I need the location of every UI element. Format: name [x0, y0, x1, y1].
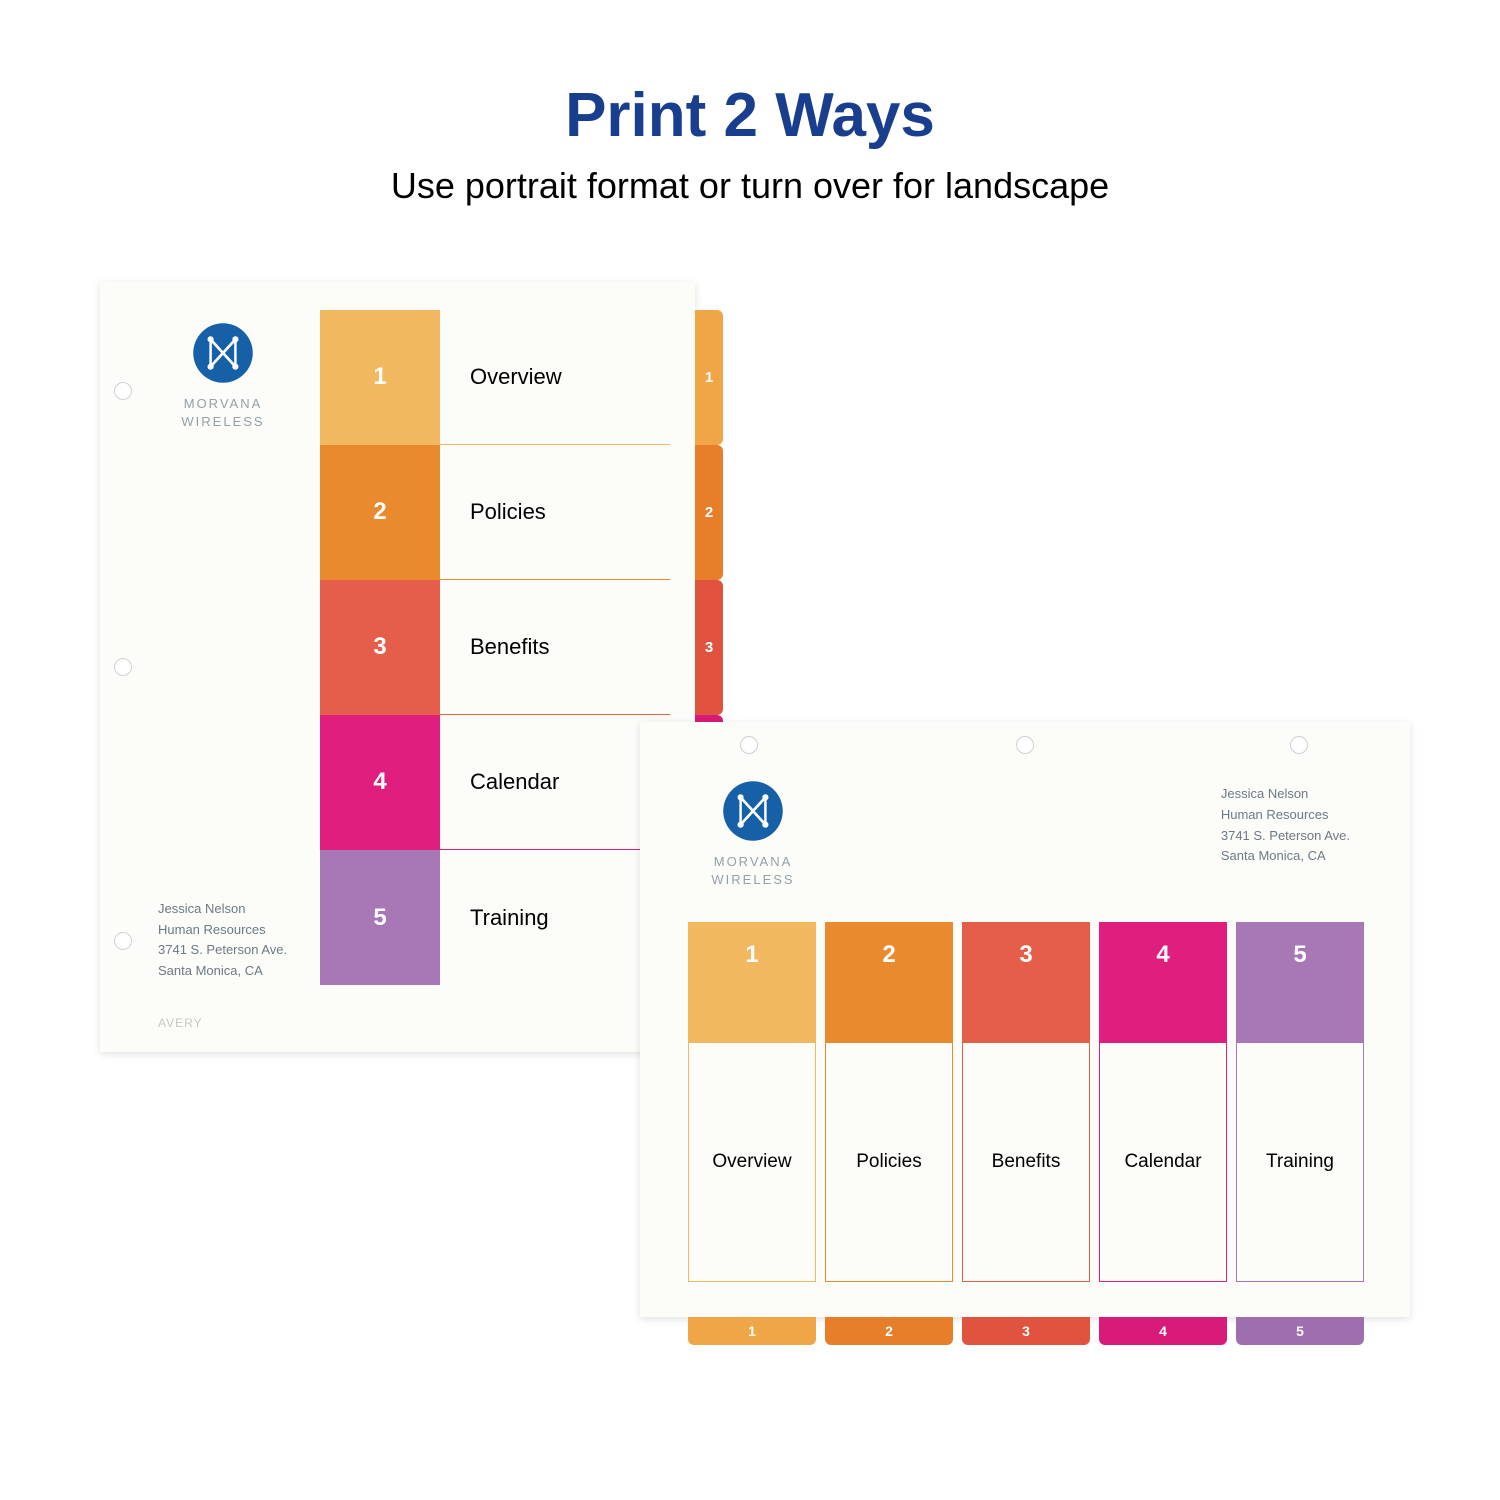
landscape-columns: 1 Overview 2 Policies 3 Benefits 4 Calen…: [688, 922, 1364, 1282]
tab-label: Benefits: [440, 580, 670, 714]
tab-number: 4: [1100, 923, 1226, 1043]
divider-tab: 4: [1099, 1317, 1227, 1345]
company-logo-block: MORVANA WIRELESS: [158, 322, 288, 430]
portrait-rows: 1 Overview 2 Policies 3 Benefits 4 Calen…: [320, 310, 670, 985]
page-title: Print 2 Ways: [80, 80, 1420, 151]
company-logo-icon: [192, 322, 254, 384]
tab-label: Training: [1237, 1043, 1363, 1281]
tab-label: Calendar: [440, 715, 670, 849]
page-subtitle: Use portrait format or turn over for lan…: [80, 165, 1420, 207]
table-row: 2 Policies: [320, 445, 670, 580]
tab-label: Overview: [689, 1043, 815, 1281]
table-column: 2 Policies: [825, 922, 953, 1282]
divider-tab: 1: [695, 310, 723, 445]
divider-tab: 2: [825, 1317, 953, 1345]
tab-label: Benefits: [963, 1043, 1089, 1281]
tab-number: 3: [320, 580, 440, 714]
punch-hole: [114, 382, 132, 400]
tab-label: Calendar: [1100, 1043, 1226, 1281]
punch-hole: [1016, 736, 1034, 754]
punch-hole: [114, 932, 132, 950]
table-row: 3 Benefits: [320, 580, 670, 715]
tab-number: 4: [320, 715, 440, 849]
header: Print 2 Ways Use portrait format or turn…: [80, 80, 1420, 207]
tab-number: 5: [1237, 923, 1363, 1043]
punch-hole: [1290, 736, 1308, 754]
divider-tab: 1: [688, 1317, 816, 1345]
tab-label: Policies: [440, 445, 670, 579]
company-logo-block: MORVANA WIRELESS: [688, 780, 818, 888]
punch-hole: [114, 658, 132, 676]
table-column: 3 Benefits: [962, 922, 1090, 1282]
table-column: 5 Training: [1236, 922, 1364, 1282]
table-row: 4 Calendar: [320, 715, 670, 850]
landscape-page: MORVANA WIRELESS Jessica Nelson Human Re…: [640, 722, 1410, 1317]
tab-number: 1: [320, 310, 440, 444]
brand-mark: AVERY: [158, 1016, 203, 1030]
portrait-page: MORVANA WIRELESS 1 Overview 2 Policies 3…: [100, 282, 695, 1052]
company-logo-icon: [722, 780, 784, 842]
tab-number: 5: [320, 850, 440, 985]
pages-container: MORVANA WIRELESS 1 Overview 2 Policies 3…: [80, 267, 1420, 1317]
table-row: 1 Overview: [320, 310, 670, 445]
tab-number: 2: [320, 445, 440, 579]
table-column: 1 Overview: [688, 922, 816, 1282]
tab-number: 1: [689, 923, 815, 1043]
divider-tab: 2: [695, 445, 723, 580]
divider-tab: 3: [695, 580, 723, 715]
tab-number: 3: [963, 923, 1089, 1043]
punch-hole: [740, 736, 758, 754]
landscape-bottom-tabs: 12345: [688, 1317, 1364, 1345]
table-column: 4 Calendar: [1099, 922, 1227, 1282]
table-row: 5 Training: [320, 850, 670, 985]
company-name: MORVANA WIRELESS: [688, 853, 818, 888]
divider-tab: 3: [962, 1317, 1090, 1345]
contact-block: Jessica Nelson Human Resources 3741 S. P…: [1221, 784, 1350, 867]
contact-block: Jessica Nelson Human Resources 3741 S. P…: [158, 899, 287, 982]
divider-tab: 5: [1236, 1317, 1364, 1345]
tab-number: 2: [826, 923, 952, 1043]
company-name: MORVANA WIRELESS: [158, 395, 288, 430]
tab-label: Overview: [440, 310, 670, 444]
tab-label: Policies: [826, 1043, 952, 1281]
tab-label: Training: [440, 850, 670, 985]
